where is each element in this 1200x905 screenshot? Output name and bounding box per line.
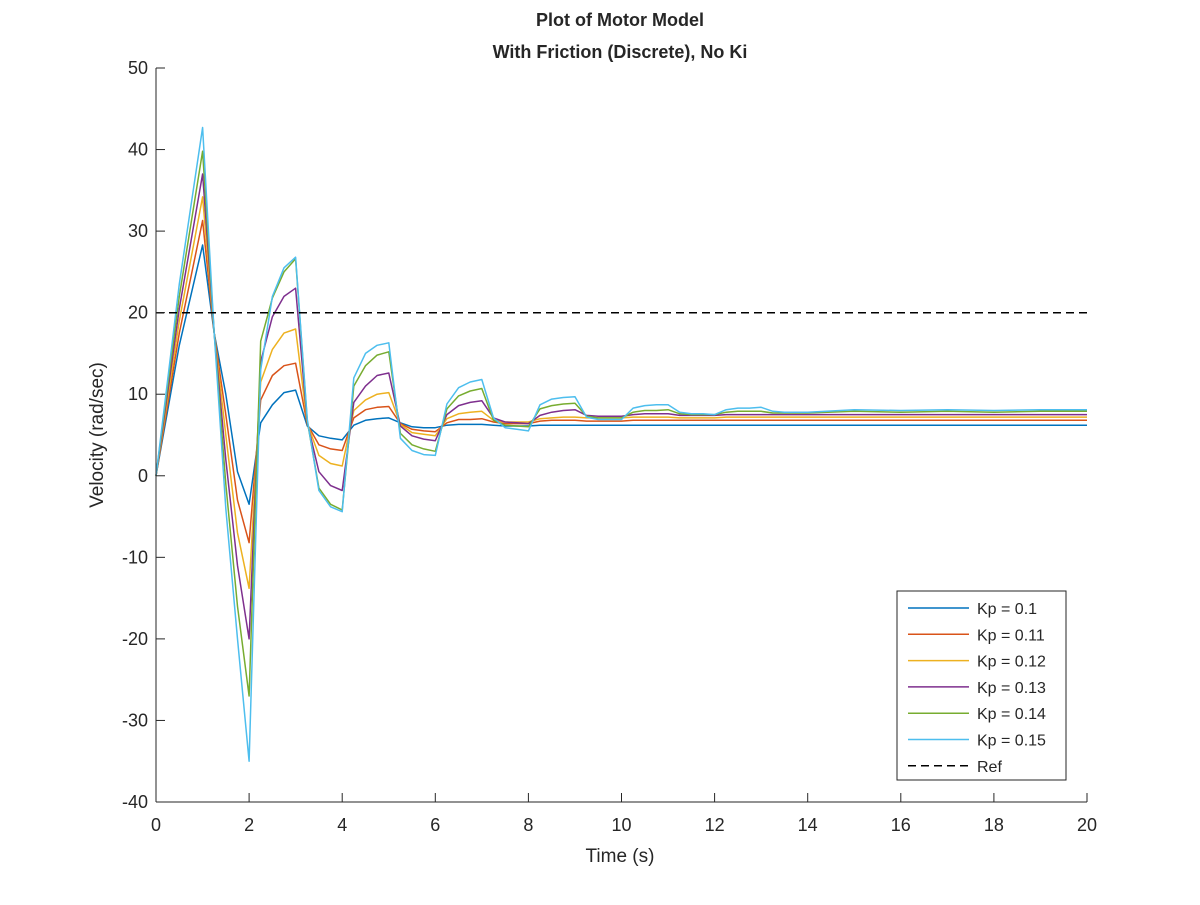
x-tick-label: 20 — [1077, 815, 1097, 835]
legend-label: Kp = 0.12 — [977, 654, 1046, 671]
y-tick-label: -10 — [122, 547, 148, 567]
y-tick-label: 40 — [128, 140, 148, 160]
x-tick-label: 0 — [151, 815, 161, 835]
y-tick-label: -40 — [122, 792, 148, 812]
y-tick-label: 0 — [138, 466, 148, 486]
legend-label: Kp = 0.15 — [977, 733, 1046, 750]
x-tick-label: 14 — [798, 815, 818, 835]
y-tick-label: 50 — [128, 58, 148, 78]
x-tick-label: 16 — [891, 815, 911, 835]
chart-subtitle: With Friction (Discrete), No Ki — [493, 42, 748, 62]
legend-label: Ref — [977, 759, 1002, 776]
y-tick-label: 10 — [128, 384, 148, 404]
x-tick-label: 10 — [611, 815, 631, 835]
y-tick-label: 30 — [128, 221, 148, 241]
x-tick-label: 12 — [705, 815, 725, 835]
x-tick-label: 18 — [984, 815, 1004, 835]
legend-label: Kp = 0.11 — [977, 627, 1045, 644]
plot-area: 0 2 4 6 8 10 12 14 16 18 20 -40 -30 -20 -10 0 10 20 30 40 50 — [122, 58, 1097, 835]
y-axis-label: Velocity (rad/sec) — [87, 362, 108, 508]
x-tick-label: 4 — [337, 815, 347, 835]
series-line-6 — [155, 126, 1087, 762]
legend-label: Kp = 0.1 — [977, 601, 1037, 618]
legend-label: Kp = 0.13 — [977, 680, 1046, 697]
y-tick-label: -30 — [122, 710, 148, 730]
y-tick-label: 20 — [128, 303, 148, 323]
legend-label: Kp = 0.14 — [977, 706, 1046, 723]
x-tick-label: 8 — [523, 815, 533, 835]
x-tick-label: 2 — [244, 815, 254, 835]
legend-box — [896, 590, 1067, 781]
legend: Kp = 0.1 Kp = 0.11 Kp = 0.12 Kp = 0.13 Kp = … — [896, 590, 1067, 781]
x-axis-label: Time (s) — [586, 846, 655, 867]
chart-title: Plot of Motor Model — [536, 10, 704, 30]
y-tick-label: -20 — [122, 629, 148, 649]
series-line-3 — [155, 196, 1087, 590]
series-lines — [155, 126, 1087, 762]
series-line-4 — [155, 173, 1087, 640]
x-tick-label: 6 — [430, 815, 440, 835]
